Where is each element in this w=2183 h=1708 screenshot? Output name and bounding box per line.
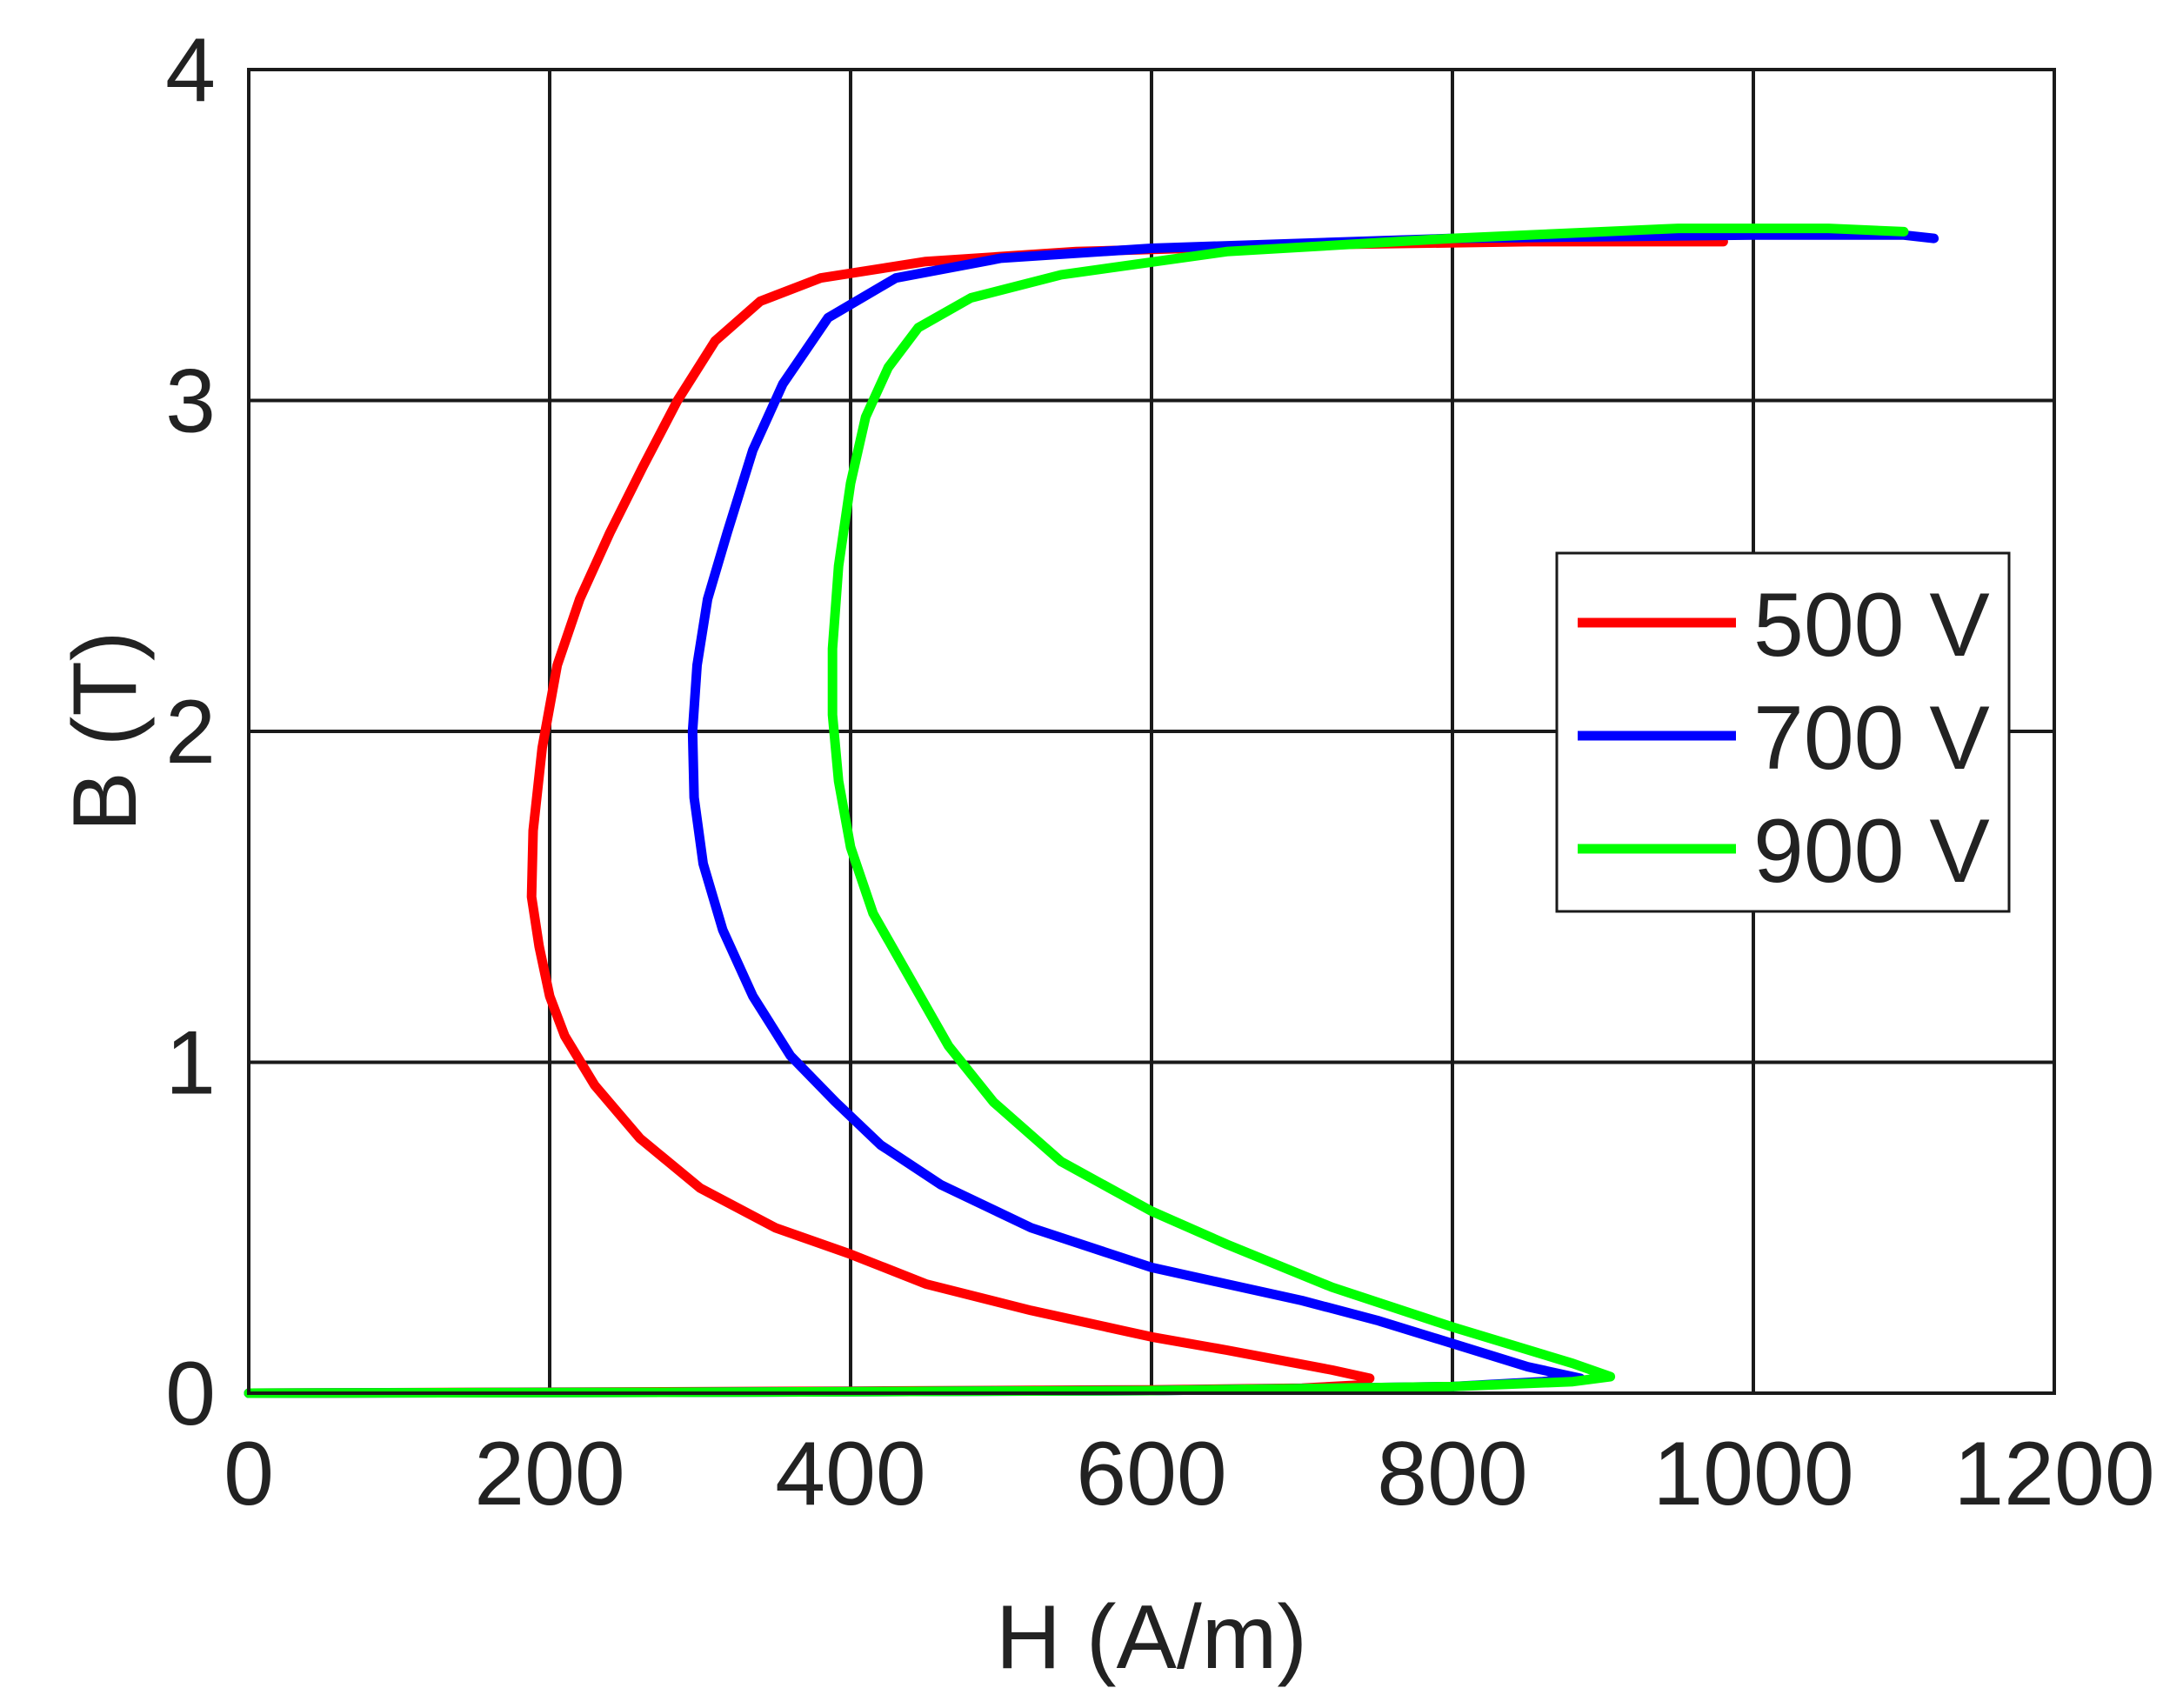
x-tick-label: 0 [224, 1424, 274, 1525]
x-tick-labels: 0 200 400 600 800 1000 1200 [224, 1424, 2155, 1525]
x-tick-label: 1200 [1953, 1424, 2154, 1525]
y-tick-label: 4 [165, 20, 216, 121]
x-tick-label: 200 [474, 1424, 625, 1525]
y-tick-label: 1 [165, 1013, 216, 1114]
x-tick-label: 400 [775, 1424, 926, 1525]
y-tick-label: 3 [165, 351, 216, 452]
series-line-900-v [244, 224, 1909, 1398]
series-line-700-v [244, 230, 1939, 1398]
legend-label-700-v: 700 V [1753, 688, 1990, 789]
series-layer [244, 224, 1939, 1398]
series-line-500-v [244, 235, 1728, 1398]
x-axis-label: H (A/m) [996, 1587, 1307, 1688]
x-tick-label: 600 [1076, 1424, 1227, 1525]
y-tick-label: 0 [165, 1344, 216, 1444]
legend-items: 500 V 700 V 900 V [1578, 575, 1990, 902]
legend-label-500-v: 500 V [1753, 575, 1990, 676]
x-tick-label: 800 [1377, 1424, 1528, 1525]
y-tick-labels: 0 1 2 3 4 [165, 20, 216, 1444]
legend: 500 V 700 V 900 V [1555, 551, 2011, 913]
x-tick-label: 1000 [1652, 1424, 1853, 1525]
y-axis-label: B (T) [55, 630, 156, 831]
legend-label-900-v: 900 V [1753, 801, 1990, 902]
y-tick-label: 2 [165, 682, 216, 783]
axes-frame [247, 68, 2056, 1395]
